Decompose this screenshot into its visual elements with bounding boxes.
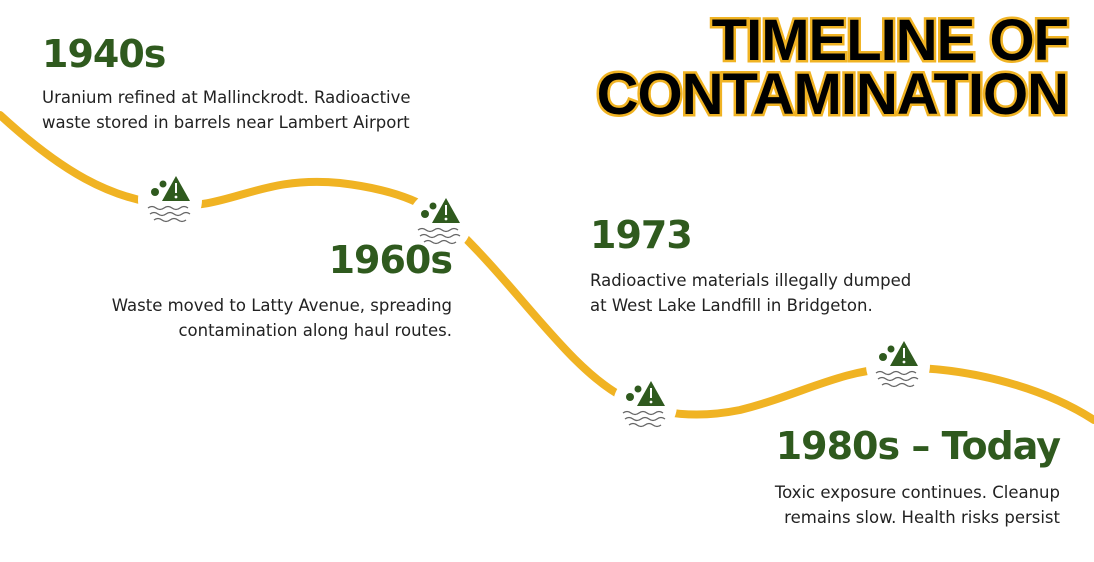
description-line: at West Lake Landfill in Bridgeton. [590, 296, 873, 315]
title-line-1: TIMELINE OF [709, 8, 1071, 73]
description-line: Toxic exposure continues. Cleanup [774, 483, 1060, 502]
event-description-1940s: Uranium refined at Mallinckrodt. Radioac… [42, 85, 411, 135]
description-line: Waste moved to Latty Avenue, spreading [111, 296, 452, 315]
description-line: remains slow. Health risks persist [784, 508, 1060, 527]
era-heading-1940s: 1940s [42, 32, 166, 76]
era-heading-1980s-today: 1980s – Today [775, 424, 1061, 468]
contaminated-water-warning-icon [138, 168, 202, 232]
page-title: TIMELINE OF CONTAMINATION [594, 8, 1071, 127]
event-description-1980s-today: Toxic exposure continues. Cleanup remain… [775, 480, 1060, 530]
contaminated-water-warning-icon [408, 190, 472, 254]
contaminated-water-warning-icon [613, 373, 677, 437]
description-line: Radioactive materials illegally dumped [590, 271, 912, 290]
description-line: contamination along haul routes. [178, 321, 452, 340]
title-line-2: CONTAMINATION [594, 62, 1071, 127]
era-heading-1960s: 1960s [328, 238, 453, 282]
description-line: waste stored in barrels near Lambert Air… [42, 113, 410, 132]
event-description-1973: Radioactive materials illegally dumped a… [590, 268, 911, 318]
description-line: Uranium refined at Mallinckrodt. Radioac… [42, 88, 411, 107]
era-heading-1973: 1973 [590, 213, 693, 257]
contaminated-water-warning-icon [866, 333, 930, 397]
event-description-1960s: Waste moved to Latty Avenue, spreading c… [112, 293, 452, 343]
